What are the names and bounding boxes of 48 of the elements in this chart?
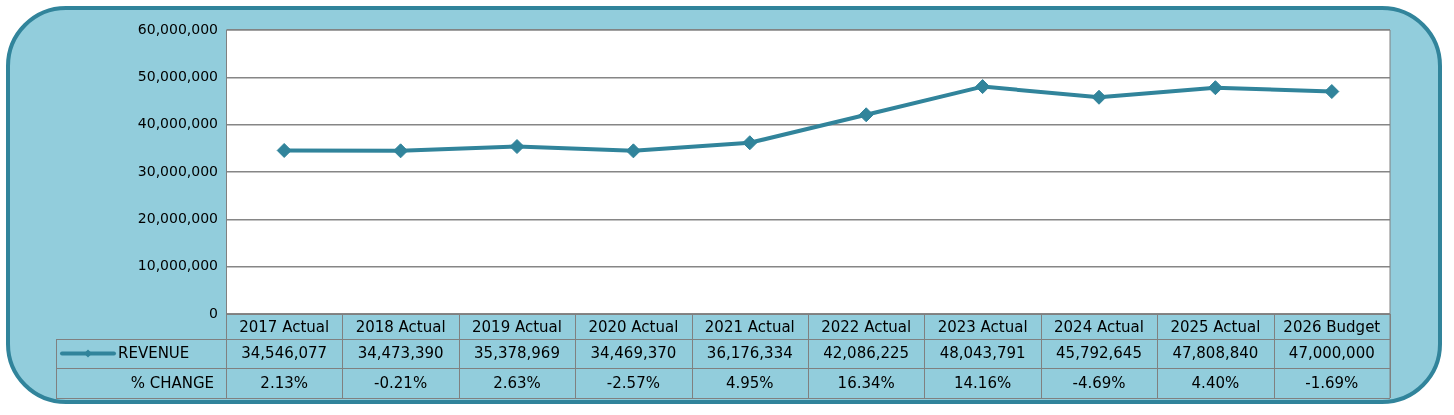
data-label: 34,546,077 <box>241 344 328 363</box>
data-label: 48,043,791 <box>939 344 1026 363</box>
x-tick-label: 2022 Actual <box>821 317 912 336</box>
x-tick-label: 2023 Actual <box>937 317 1028 336</box>
data-label: 36,176,334 <box>706 344 793 363</box>
data-label: 34,469,370 <box>590 344 677 363</box>
data-label: 42,086,225 <box>823 344 910 363</box>
data-label: 47,808,840 <box>1172 344 1259 363</box>
x-tick-label: 2026 Budget <box>1283 317 1381 336</box>
text: 16.34% <box>837 373 895 392</box>
text: 4.40% <box>1191 373 1240 392</box>
x-tick-label: 2020 Actual <box>588 317 679 336</box>
x-tick-label: 2025 Actual <box>1170 317 1261 336</box>
legend-label: REVENUE <box>118 344 190 363</box>
text: 14.16% <box>954 373 1012 392</box>
text: -2.57% <box>606 373 660 392</box>
point <box>1324 84 1340 100</box>
y-tick-label: 40,000,000 <box>137 115 218 132</box>
y-tick-label: 20,000,000 <box>137 209 218 226</box>
x-tick-label: 2021 Actual <box>704 317 795 336</box>
data-label: 34,473,390 <box>357 344 444 363</box>
data-label: 45,792,645 <box>1056 344 1142 363</box>
point <box>625 143 641 159</box>
y-tick-label: 60,000,000 <box>137 20 218 37</box>
text: 2.63% <box>493 373 541 392</box>
point <box>1091 89 1107 105</box>
x-tick-label: 2018 Actual <box>355 317 446 336</box>
point <box>393 143 409 159</box>
text: 2.13% <box>260 373 309 392</box>
x-tick-label: 2017 Actual <box>239 317 330 336</box>
text: % CHANGE <box>130 373 214 392</box>
data-label: 35,378,969 <box>474 344 560 363</box>
text: -1.69% <box>1305 373 1359 392</box>
point <box>276 142 292 158</box>
text: 4.95% <box>725 373 774 392</box>
y-tick-label: 10,000,000 <box>137 257 218 274</box>
point <box>509 139 525 155</box>
point <box>1207 80 1223 96</box>
point <box>742 135 758 151</box>
x-tick-label: 2024 Actual <box>1054 317 1144 336</box>
y-tick-label: 0 <box>209 304 218 321</box>
x-tick-label: 2019 Actual <box>472 317 562 336</box>
y-tick-label: 30,000,000 <box>137 162 218 179</box>
y-tick-label: 50,000,000 <box>137 67 218 84</box>
text: -0.21% <box>374 373 428 392</box>
data-label: 47,000,000 <box>1288 344 1375 363</box>
point <box>858 107 874 123</box>
text: -4.69% <box>1072 373 1126 392</box>
